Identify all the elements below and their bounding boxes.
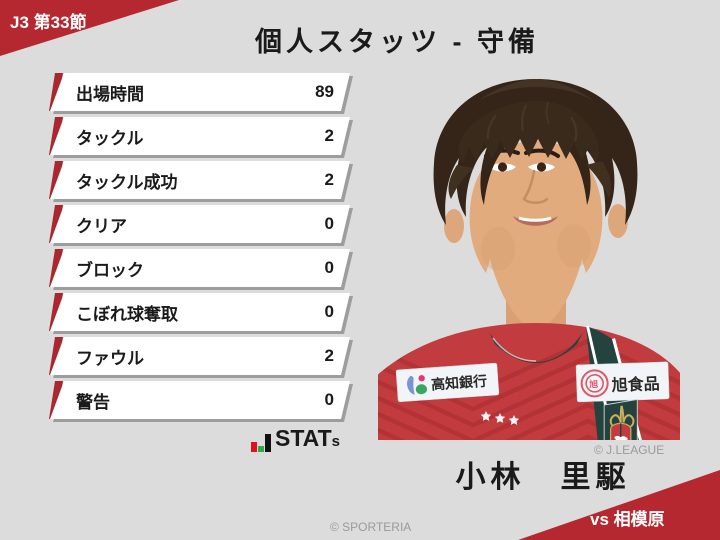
- svg-text:旭食品: 旭食品: [610, 374, 660, 395]
- svg-text:旭: 旭: [588, 378, 598, 389]
